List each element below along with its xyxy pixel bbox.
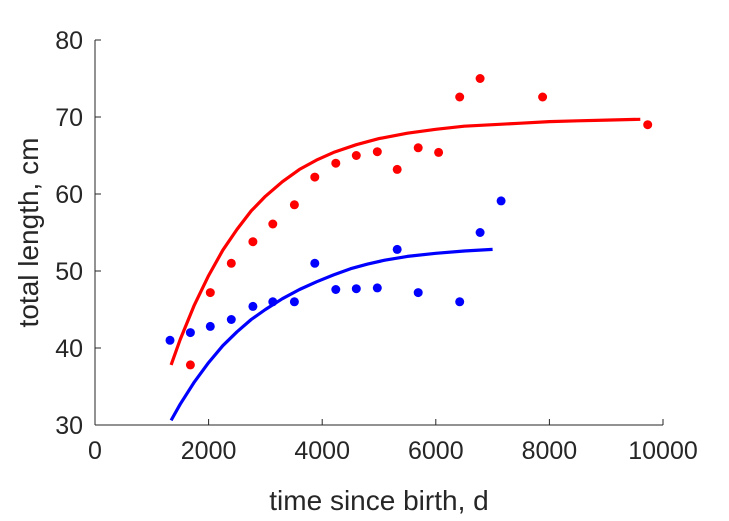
data-point-series-2 [372, 283, 382, 293]
data-point-series-2 [248, 301, 258, 311]
fit-curves [169, 117, 641, 422]
data-point-series-1 [268, 219, 278, 229]
data-point-series-2 [351, 284, 361, 294]
data-point-series-1 [248, 237, 258, 247]
data-point-series-1 [310, 172, 320, 182]
data-point-series-1 [331, 158, 341, 168]
x-tick-label: 0 [88, 437, 102, 465]
data-point-series-2 [496, 196, 506, 206]
data-point-series-2 [185, 328, 195, 338]
data-point-series-1 [455, 92, 465, 102]
data-point-series-1 [434, 147, 444, 157]
data-point-series-1 [372, 147, 382, 157]
y-tick-label: 40 [55, 335, 83, 363]
y-tick-label: 30 [55, 412, 83, 440]
data-point-series-1 [392, 164, 402, 174]
data-point-series-2 [205, 321, 215, 331]
x-tick-label: 4000 [294, 437, 350, 465]
data-point-series-2 [165, 335, 175, 345]
data-point-series-2 [392, 244, 402, 254]
data-point-series-2 [226, 315, 236, 324]
data-point-series-1 [643, 120, 653, 130]
y-ticks: 30 40 50 60 70 80 [55, 27, 101, 440]
data-point-series-2 [331, 285, 341, 294]
x-tick-label: 2000 [181, 437, 237, 465]
data-points [165, 74, 653, 370]
data-point-series-1 [538, 92, 548, 102]
fit-line-series-1 [169, 117, 641, 366]
x-ticks: 0 2000 4000 6000 8000 10000 [88, 419, 698, 465]
data-point-series-1 [185, 360, 195, 370]
axes [94, 40, 663, 426]
y-axis-label: total length, cm [13, 138, 44, 328]
data-point-series-1 [475, 74, 485, 83]
y-tick-label: 70 [55, 104, 83, 132]
y-tick-label: 50 [55, 258, 83, 286]
data-point-series-1 [205, 288, 215, 298]
data-point-series-2 [310, 258, 320, 268]
data-point-series-2 [475, 228, 485, 237]
data-point-series-2 [268, 297, 278, 307]
data-point-series-1 [226, 258, 236, 268]
data-point-series-1 [413, 143, 423, 153]
data-point-series-1 [289, 200, 299, 210]
fit-line-series-2 [169, 247, 493, 422]
x-axis-label: time since birth, d [269, 485, 488, 516]
y-tick-label: 60 [55, 181, 83, 209]
x-tick-label: 8000 [522, 437, 578, 465]
x-tick-label: 6000 [408, 437, 464, 465]
data-point-series-1 [351, 151, 361, 160]
data-point-series-2 [413, 288, 423, 298]
y-tick-label: 80 [55, 27, 83, 55]
x-tick-label: 10000 [628, 437, 698, 465]
data-point-series-2 [289, 297, 299, 307]
data-point-series-2 [455, 297, 465, 307]
